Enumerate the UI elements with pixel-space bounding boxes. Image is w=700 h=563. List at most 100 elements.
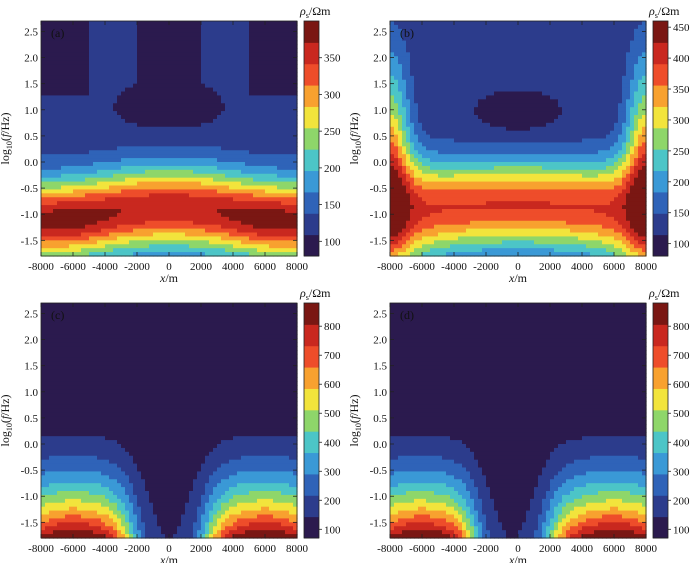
heatmap-cell (438, 36, 443, 42)
heatmap-cell (241, 56, 246, 61)
heatmap-cell (277, 68, 282, 73)
heatmap-cell (217, 99, 222, 104)
heatmap-cell (125, 150, 130, 155)
heatmap-cell (229, 216, 234, 222)
heatmap-cell (149, 209, 154, 214)
heatmap-cell (249, 24, 254, 30)
heatmap-cell (137, 197, 142, 202)
heatmap-cell (438, 71, 443, 77)
heatmap-cell (237, 103, 242, 108)
heatmap-cell (261, 154, 266, 159)
heatmap-cell (133, 21, 138, 26)
heatmap-cell (398, 130, 403, 136)
heatmap-cell (141, 122, 146, 128)
heatmap-cell (418, 111, 423, 116)
heatmap-cell (233, 173, 238, 179)
heatmap-cell (422, 40, 427, 46)
heatmap-cell (193, 134, 198, 140)
heatmap-cell (177, 36, 182, 42)
heatmap-cell (53, 216, 58, 222)
heatmap-cell (65, 240, 70, 245)
heatmap-cell (273, 158, 278, 163)
heatmap-cell (245, 162, 250, 167)
heatmap-cell (153, 252, 158, 257)
heatmap-cell (189, 83, 194, 89)
heatmap-cell (105, 201, 110, 206)
heatmap-cell (430, 154, 435, 159)
heatmap-cell (53, 169, 58, 175)
heatmap-cell (225, 40, 230, 46)
heatmap-cell (149, 232, 154, 238)
heatmap-cell (269, 28, 274, 34)
heatmap-cell (277, 212, 282, 218)
heatmap-cell (249, 115, 254, 120)
heatmap-cell (281, 111, 286, 116)
heatmap-cell (289, 36, 294, 42)
heatmap-cell (281, 248, 286, 253)
heatmap-cell (217, 138, 222, 144)
heatmap-cell (209, 197, 214, 202)
heatmap-cell (205, 189, 210, 194)
heatmap-cell (253, 142, 258, 147)
heatmap-cell (89, 216, 94, 222)
heatmap-cell (69, 83, 74, 89)
heatmap-cell (434, 48, 439, 53)
heatmap-cell (454, 60, 459, 65)
heatmap-cell (426, 36, 431, 42)
heatmap-cell (169, 244, 174, 249)
heatmap-cell (193, 107, 198, 112)
heatmap-cell (149, 87, 154, 93)
heatmap-cell (77, 142, 82, 147)
heatmap-cell (269, 130, 274, 136)
heatmap-cell (245, 244, 250, 249)
heatmap-cell (426, 56, 431, 61)
heatmap-cell (65, 28, 70, 34)
heatmap-cell (177, 126, 182, 132)
heatmap-cell (438, 28, 443, 34)
heatmap-cell (57, 122, 62, 128)
heatmap-cell (418, 21, 423, 26)
heatmap-cell (165, 75, 170, 81)
heatmap-cell (225, 150, 230, 155)
heatmap-cell (277, 99, 282, 104)
heatmap-cell (450, 150, 455, 155)
heatmap-cell (197, 185, 202, 191)
heatmap-cell (422, 220, 427, 226)
heatmap-cell (141, 248, 146, 253)
heatmap-cell (65, 244, 70, 249)
heatmap-cell (217, 75, 222, 81)
heatmap-cell (293, 220, 298, 226)
heatmap-cell (221, 118, 226, 124)
heatmap-cell (109, 52, 114, 57)
heatmap-cell (281, 173, 286, 179)
heatmap-cell (229, 236, 234, 241)
heatmap-cell (442, 189, 447, 194)
heatmap-cell (454, 48, 459, 53)
heatmap-cell (281, 79, 286, 85)
heatmap-cell (189, 193, 194, 198)
heatmap-cell (221, 134, 226, 140)
heatmap-cell (161, 52, 166, 57)
heatmap-cell (157, 142, 162, 147)
heatmap-cell (73, 173, 78, 179)
heatmap-cell (169, 99, 174, 104)
heatmap-cell (165, 162, 170, 167)
heatmap-cell (169, 185, 174, 191)
heatmap-cell (249, 40, 254, 46)
heatmap-cell (177, 32, 182, 38)
heatmap-cell (221, 228, 226, 234)
heatmap-cell (181, 56, 186, 61)
heatmap-cell (181, 189, 186, 194)
heatmap-cell (45, 201, 50, 206)
heatmap-cell (145, 193, 150, 198)
heatmap-cell (237, 216, 242, 222)
heatmap-cell (406, 87, 411, 93)
x-tick-label: -2000 (124, 261, 150, 273)
heatmap-cell (285, 146, 290, 151)
heatmap-cell (426, 28, 431, 34)
heatmap-cell (45, 181, 50, 187)
heatmap-cell (261, 95, 266, 100)
heatmap-cell (221, 130, 226, 136)
heatmap-cell (418, 154, 423, 159)
heatmap-cell (101, 138, 106, 144)
